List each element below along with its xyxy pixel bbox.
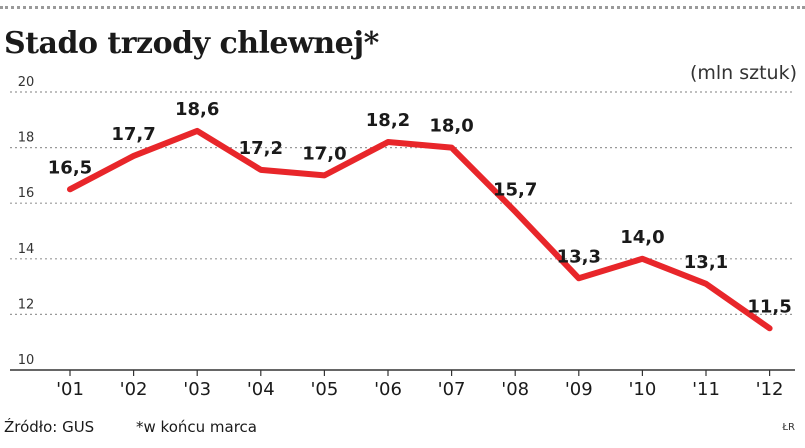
y-tick-label: 16 xyxy=(18,186,35,201)
data-label: 13,3 xyxy=(557,246,601,267)
x-tick-label: '08 xyxy=(501,379,529,400)
unit-label: (mln sztuk) xyxy=(689,62,797,84)
y-tick-label: 12 xyxy=(18,297,35,312)
x-tick-label: '05 xyxy=(310,379,338,400)
footnote: *w końcu marca xyxy=(136,418,257,436)
y-axis-ticks: 20 18 16 14 12 10 xyxy=(18,75,35,368)
y-tick-label: 20 xyxy=(18,75,35,90)
x-tick-label: '04 xyxy=(247,379,275,400)
y-tick-label: 10 xyxy=(18,353,35,368)
data-label: 15,7 xyxy=(493,180,537,201)
data-label: 17,2 xyxy=(239,138,283,159)
x-tick-label: '07 xyxy=(438,379,466,400)
data-label: 18,0 xyxy=(429,116,473,137)
data-labels: 16,5 17,7 18,6 17,2 17,0 18,2 18,0 15,7 13,3 14,0… xyxy=(48,99,792,317)
data-label: 11,5 xyxy=(747,296,791,317)
x-tick-label: '02 xyxy=(120,379,148,400)
x-tick-label: '01 xyxy=(56,379,84,400)
source-note: Źródło: GUS xyxy=(4,418,95,436)
x-tick-label: '11 xyxy=(692,379,720,400)
grid-lines xyxy=(10,91,795,315)
x-tick-label: '09 xyxy=(565,379,593,400)
chart-title: Stado trzody chlewnej* xyxy=(4,26,379,61)
data-label: 13,1 xyxy=(684,252,728,273)
y-tick-label: 14 xyxy=(18,242,35,257)
x-axis-ticks: '01 '02 '03 '04 '05 '06 '07 '08 '09 '10 '11 '12 xyxy=(56,370,784,400)
x-tick-label: '12 xyxy=(756,379,784,400)
data-label: 17,7 xyxy=(111,124,155,145)
data-label: 16,5 xyxy=(48,157,92,178)
x-tick-label: '06 xyxy=(374,379,402,400)
top-dotted-rule xyxy=(0,6,805,9)
data-label: 14,0 xyxy=(620,227,664,248)
data-label: 17,0 xyxy=(302,143,346,164)
x-tick-label: '10 xyxy=(628,379,656,400)
data-label: 18,6 xyxy=(175,99,219,120)
x-tick-label: '03 xyxy=(183,379,211,400)
data-label: 18,2 xyxy=(366,110,410,131)
series-line xyxy=(67,127,773,332)
author-credit: ŁR xyxy=(782,422,795,433)
y-tick-label: 18 xyxy=(18,131,35,146)
